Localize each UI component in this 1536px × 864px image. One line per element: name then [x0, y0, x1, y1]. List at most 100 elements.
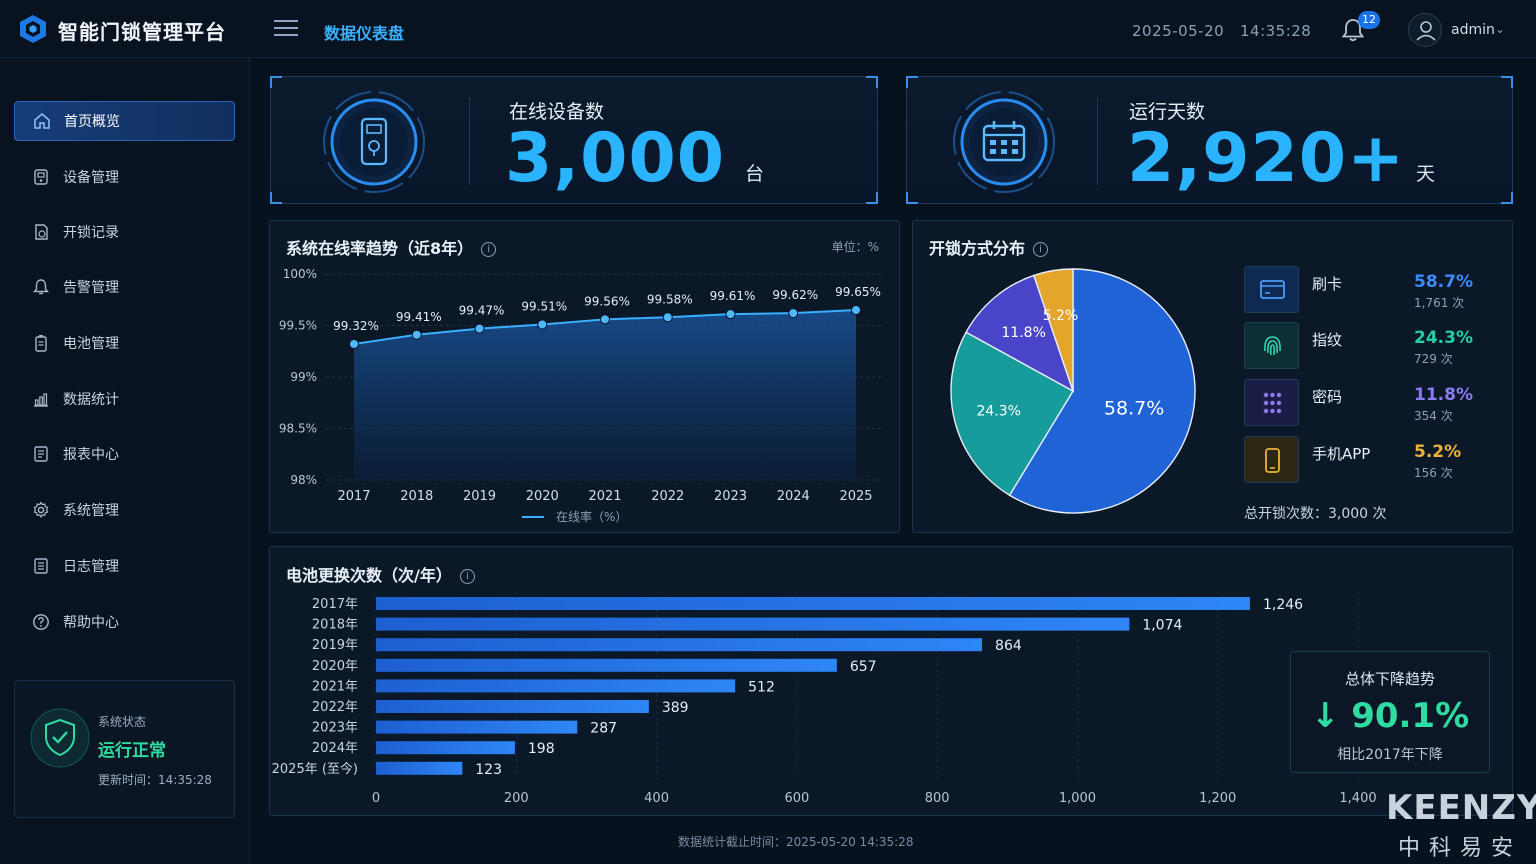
sidebar-item-battery[interactable]: 电池管理: [14, 323, 235, 363]
unlock-method-chart-title: 开锁方式分布 i: [929, 235, 1049, 259]
method-count: 354 次: [1414, 409, 1453, 423]
username[interactable]: admin: [1451, 22, 1495, 38]
report-icon: [31, 444, 51, 464]
x-tick-label: 400: [644, 791, 669, 806]
sidebar-item-reports[interactable]: 报表中心: [14, 434, 235, 474]
unit-label: 单位：%: [831, 240, 879, 254]
data-point: [788, 308, 799, 319]
avatar[interactable]: [1408, 13, 1442, 47]
log-icon: [31, 556, 51, 576]
sidebar-item-alarms[interactable]: 告警管理: [14, 267, 235, 307]
data-point: [474, 323, 485, 334]
method-count: 156 次: [1414, 466, 1453, 480]
category-label: 2025年 (至今): [272, 761, 358, 777]
page-title-tab[interactable]: 数据仪表盘: [324, 24, 405, 43]
sidebar-item-system[interactable]: 系统管理: [14, 490, 235, 530]
data-point: [537, 319, 548, 330]
x-tick-label: 600: [784, 791, 809, 806]
online-devices-card: 在线设备数 3,000 台: [270, 76, 878, 204]
sidebar-item-devices[interactable]: 设备管理: [14, 157, 235, 197]
info-icon[interactable]: i: [481, 242, 497, 257]
method-count: 729 次: [1414, 352, 1453, 366]
data-label: 99.47%: [459, 304, 505, 318]
sidebar-item-label: 报表中心: [63, 447, 119, 463]
brand-logo-cn: 中科易安: [1398, 836, 1523, 861]
fingerprint-icon: [1244, 322, 1299, 369]
x-tick-label: 2017: [337, 489, 370, 504]
bar-value-label: 864: [995, 638, 1022, 654]
method-name: 刷卡: [1312, 275, 1343, 293]
category-label: 2020年: [312, 659, 358, 674]
y-tick-label: 98%: [290, 473, 317, 487]
data-point: [851, 305, 861, 316]
sidebar-item-unlock-records[interactable]: 开锁记录: [14, 212, 235, 252]
bar: [376, 720, 578, 734]
trend-summary-box: 总体下降趋势 ↓ 90.1% 相比2017年下降: [1290, 651, 1490, 773]
total-unlocks: 总开锁次数：3,000 次: [1244, 506, 1387, 522]
sidebar-item-label: 设备管理: [63, 170, 119, 186]
method-name: 手机APP: [1312, 445, 1371, 463]
card-icon: [1244, 266, 1299, 313]
method-name: 指纹: [1312, 331, 1343, 349]
slice-label: 5.2%: [1043, 308, 1079, 324]
sidebar-item-statistics[interactable]: 数据统计: [14, 379, 235, 419]
sidebar-item-label: 首页概览: [64, 114, 120, 130]
menu-toggle-button[interactable]: [274, 20, 298, 40]
x-tick-label: 2024: [777, 489, 810, 504]
battery-chart-title: 电池更换次数（次/年） i: [286, 562, 475, 586]
top-bar: [0, 0, 1536, 58]
battery-icon: [31, 333, 51, 353]
data-point: [662, 312, 673, 323]
bell-icon[interactable]: [1340, 17, 1366, 43]
footer-note: 数据统计截止时间：2025-05-20 14:35:28: [678, 835, 914, 849]
slice-label: 11.8%: [1001, 325, 1045, 341]
datetime-display: 2025-05-20 14:35:28: [1132, 22, 1312, 40]
method-percent: 5.2%: [1414, 442, 1462, 462]
sidebar-item-label: 开锁记录: [63, 225, 119, 241]
data-label: 99.62%: [772, 288, 818, 302]
info-icon[interactable]: i: [1033, 242, 1049, 257]
app-title: 智能门锁管理平台: [58, 20, 226, 44]
info-icon[interactable]: i: [459, 569, 475, 584]
bar: [376, 658, 837, 672]
keypad-icon: [1244, 379, 1299, 426]
online-devices-unit: 台: [745, 163, 765, 185]
sidebar-item-home[interactable]: 首页概览: [14, 101, 235, 141]
status-update-time: 更新时间：14:35:28: [98, 773, 212, 787]
bar: [376, 617, 1130, 631]
x-tick-label: 2018: [400, 489, 433, 504]
x-tick-label: 200: [504, 791, 529, 806]
data-point: [600, 314, 610, 325]
brand-logo-en: KEENZY: [1386, 788, 1536, 828]
system-status-card: 系统状态 运行正常 更新时间：14:35:28: [14, 680, 235, 818]
bar-value-label: 1,074: [1142, 618, 1182, 634]
category-label: 2017年: [312, 597, 358, 612]
bar: [376, 700, 649, 713]
data-label: 99.32%: [333, 319, 379, 333]
method-percent: 11.8%: [1414, 385, 1473, 405]
trend-value: ↓ 90.1%: [1310, 696, 1470, 736]
sidebar-item-logs[interactable]: 日志管理: [14, 546, 235, 586]
slice-label: 24.3%: [976, 403, 1020, 419]
x-tick-label: 1,400: [1339, 791, 1376, 806]
chevron-down-icon[interactable]: ⌄: [1495, 22, 1506, 36]
y-tick-label: 99.5%: [279, 319, 317, 333]
data-label: 99.58%: [647, 292, 693, 306]
x-tick-label: 2019: [463, 489, 496, 504]
category-label: 2022年: [312, 700, 358, 715]
sidebar-item-label: 系统管理: [63, 503, 119, 519]
data-label: 99.61%: [710, 289, 756, 303]
sidebar-item-help[interactable]: 帮助中心: [14, 602, 235, 642]
data-point: [411, 329, 422, 340]
x-tick-label: 1,000: [1059, 791, 1096, 806]
data-point: [349, 339, 359, 350]
bar-value-label: 389: [662, 700, 689, 716]
logo-icon: [20, 15, 46, 43]
running-days-card: 运行天数 2,920+ 天: [906, 76, 1513, 204]
bar-value-label: 512: [748, 679, 775, 695]
method-count: 1,761 次: [1414, 296, 1465, 310]
slice-label: 58.7%: [1104, 397, 1164, 419]
shield-check-icon: [30, 708, 90, 768]
sidebar-item-label: 帮助中心: [63, 615, 119, 631]
trend-note: 相比2017年下降: [1337, 747, 1443, 763]
